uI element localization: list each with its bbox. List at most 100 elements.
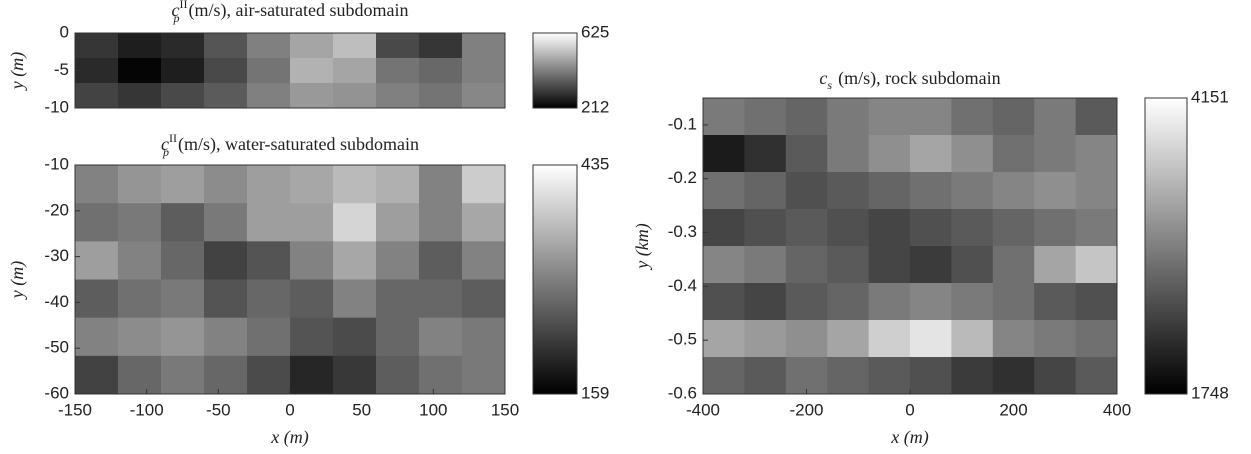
- title-symbol: c: [161, 134, 169, 154]
- heat-cell: [827, 98, 870, 136]
- heat-cell: [785, 320, 828, 358]
- heat-cell: [785, 246, 828, 284]
- title-subscript: p: [172, 11, 179, 25]
- heat-cell: [204, 355, 248, 395]
- heat-cell: [333, 33, 377, 59]
- heat-cell: [868, 135, 911, 173]
- heat-cell: [744, 283, 787, 321]
- heat-cell: [118, 279, 162, 319]
- heat-cell: [1034, 172, 1077, 210]
- heat-cell: [910, 209, 952, 247]
- title-subscript: s: [827, 78, 832, 92]
- x-tick-label: 200: [999, 400, 1027, 419]
- heat-cell: [419, 203, 463, 242]
- colorbar-tick-label: 1748: [1191, 383, 1229, 402]
- heat-cell: [785, 357, 828, 395]
- heat-cell: [290, 203, 334, 242]
- y-tick-label: -5: [54, 60, 69, 79]
- heat-cell: [462, 317, 506, 357]
- heat-cell: [992, 172, 1035, 210]
- heat-cell: [161, 58, 205, 84]
- heat-cell: [75, 241, 119, 280]
- heat-cell: [992, 135, 1035, 173]
- title-text: (m/s), rock subdomain: [838, 68, 1000, 89]
- heat-cell: [951, 98, 994, 136]
- heat-cell: [1075, 209, 1118, 247]
- heat-cell: [910, 320, 952, 358]
- x-axis-label: x (m): [890, 427, 928, 448]
- heat-cell: [827, 357, 870, 395]
- x-tick-label: 400: [1103, 400, 1131, 419]
- heat-cell: [161, 165, 205, 204]
- heat-cell: [910, 135, 952, 173]
- heat-cell: [75, 33, 119, 59]
- heat-cell: [1075, 172, 1118, 210]
- heat-cell: [868, 320, 911, 358]
- heat-cell: [827, 172, 870, 210]
- heat-cell: [703, 320, 745, 358]
- heat-cell: [1075, 135, 1118, 173]
- colorbar-tick-label: 435: [581, 154, 609, 173]
- heat-cell: [204, 58, 248, 84]
- heat-cell: [1034, 209, 1077, 247]
- heat-cell: [703, 135, 745, 173]
- panel-title: cs (m/s), rock subdomain: [819, 68, 1000, 92]
- heat-cell: [744, 320, 787, 358]
- heat-cell: [290, 355, 334, 395]
- heat-cell: [462, 33, 506, 59]
- heat-cell: [75, 58, 119, 84]
- x-tick-label: -200: [789, 400, 823, 419]
- title-text: (m/s), air-saturated subdomain: [188, 0, 408, 21]
- heat-cell: [75, 165, 119, 204]
- heat-cell: [910, 246, 952, 284]
- heat-cell: [376, 317, 420, 357]
- heat-cell: [247, 317, 291, 357]
- heat-cell: [333, 355, 377, 395]
- heat-cell: [703, 246, 745, 284]
- heat-cell: [992, 320, 1035, 358]
- heat-cell: [376, 165, 420, 204]
- y-tick-label: -10: [44, 97, 69, 116]
- heat-cell: [868, 357, 911, 395]
- y-tick-label: -40: [44, 292, 69, 311]
- heat-cell: [744, 135, 787, 173]
- heat-cell: [75, 279, 119, 319]
- heat-cell: [1034, 246, 1077, 284]
- heat-cell: [204, 317, 248, 357]
- heat-cell: [419, 355, 463, 395]
- y-tick-label: -30: [44, 246, 69, 265]
- heat-cell: [992, 98, 1035, 136]
- heat-cell: [785, 135, 828, 173]
- heat-cell: [703, 357, 745, 395]
- heat-cell: [462, 355, 506, 395]
- heat-cell: [161, 83, 205, 109]
- heat-cell: [118, 58, 162, 84]
- heat-cell: [703, 209, 745, 247]
- heat-cell: [785, 172, 828, 210]
- heat-cell: [992, 357, 1035, 395]
- heat-cell: [204, 203, 248, 242]
- heat-cell: [204, 83, 248, 109]
- heat-cell: [247, 165, 291, 204]
- heat-cell: [419, 83, 463, 109]
- heat-cell: [827, 209, 870, 247]
- heat-cell: [1075, 246, 1118, 284]
- heat-cell: [462, 203, 506, 242]
- title-subscript: p: [162, 145, 169, 159]
- heat-cell: [419, 317, 463, 357]
- heat-cell: [204, 279, 248, 319]
- heat-cell: [744, 246, 787, 284]
- heat-cell: [247, 355, 291, 395]
- heat-cell: [118, 317, 162, 357]
- y-tick-label: -20: [44, 200, 69, 219]
- heat-cell: [376, 241, 420, 280]
- x-tick-label: -150: [58, 400, 92, 419]
- y-axis-label: y (m): [7, 52, 28, 91]
- heat-cell: [161, 33, 205, 59]
- heat-cell: [376, 83, 420, 109]
- heat-cell: [247, 58, 291, 84]
- heat-cell: [951, 357, 994, 395]
- heat-cell: [247, 83, 291, 109]
- heat-cell: [290, 33, 334, 59]
